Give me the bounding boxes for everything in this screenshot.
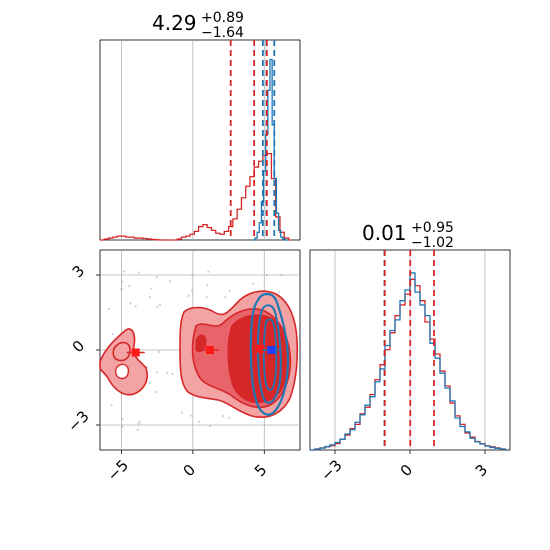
tick-label-x-0: −5	[104, 456, 132, 484]
contour-red-small-hole	[114, 363, 130, 380]
contour-blue-outer	[249, 292, 290, 416]
tick-label-x-2: 5	[251, 461, 270, 480]
scatter-point	[158, 303, 162, 307]
scatter-point	[171, 372, 174, 376]
scatter-point	[150, 287, 153, 290]
tick-label-y-0: −3	[64, 407, 92, 435]
title-plus: +0.89	[201, 10, 244, 26]
median-marker-0	[131, 348, 140, 357]
grid-lines	[121, 40, 265, 240]
scatter-point	[265, 273, 268, 277]
tick-label-x-2: 3	[472, 461, 491, 480]
scatter-point	[129, 301, 132, 305]
x-tick-labels: −3 0 3	[317, 450, 491, 485]
scatter-point	[155, 391, 158, 394]
x-tick-labels: −5 0 5	[104, 450, 270, 485]
scatter-point	[224, 296, 227, 299]
tick-label-y-1: 0	[69, 337, 88, 356]
histogram-panel-param1: 4.29 +0.89 −1.64	[99, 10, 301, 241]
contour-blue-inner	[262, 318, 278, 391]
median-marker-3	[267, 346, 276, 354]
scatter-point	[191, 274, 194, 277]
quantile-lines	[383, 250, 435, 450]
scatter-point	[111, 332, 114, 336]
contour-red-notch	[195, 334, 207, 353]
tick-label-x-0: −3	[317, 456, 345, 484]
contour-panel: −5 0 5 −3 0 3	[64, 249, 301, 485]
scatter-point	[228, 416, 231, 419]
scatter-point	[156, 306, 159, 309]
title-value: 0.01	[362, 221, 407, 245]
scatter-point	[137, 422, 140, 426]
scatter-point	[228, 289, 231, 292]
scatter-point	[128, 285, 131, 288]
title-minus: −1.02	[411, 235, 454, 251]
scatter-point	[136, 428, 139, 431]
histogram-panel-param2: −3 0 3 0.01 +0.95 −1.02	[309, 220, 511, 485]
scatter-point	[189, 414, 192, 417]
scatter-point	[205, 295, 208, 299]
scatter-point	[168, 280, 171, 283]
scatter-point	[221, 415, 225, 418]
contour-red-small-outer	[99, 328, 149, 396]
title-plus: +0.95	[411, 220, 454, 236]
scatter-point	[134, 305, 137, 308]
tick-label-x-1: 0	[180, 461, 199, 480]
scatter-point	[190, 289, 193, 292]
scatter-point	[252, 282, 255, 285]
title-minus: −1.64	[201, 25, 244, 41]
scatter-point	[121, 417, 124, 421]
median-marker-2	[256, 344, 264, 353]
hist-step-blue-1	[252, 58, 288, 241]
quantile-lines	[229, 40, 276, 240]
scatter-point	[187, 294, 190, 297]
scatter-point	[137, 271, 140, 274]
scatter-point	[180, 411, 184, 414]
scatter-point	[206, 283, 209, 287]
y-tick-labels: −3 0 3	[64, 262, 100, 436]
scatter-point	[138, 420, 141, 424]
scatter-point	[278, 291, 281, 294]
scatter-point	[107, 307, 110, 311]
scatter-point	[155, 371, 159, 374]
scatter-point	[155, 275, 158, 279]
tick-label-x-1: 0	[397, 461, 416, 480]
scatter-point	[120, 287, 123, 291]
scatter-point	[157, 350, 161, 353]
tick-label-y-2: 3	[69, 262, 88, 281]
contour-blue-mid	[256, 304, 282, 404]
scatter-point	[120, 280, 124, 283]
median-marker-1	[206, 346, 214, 354]
contour-fills	[99, 290, 299, 418]
scatter-point	[121, 425, 124, 428]
scatter-point	[166, 371, 169, 374]
scatter-point	[110, 404, 113, 407]
contour-red-small-inner	[112, 341, 131, 362]
scatter-point	[209, 425, 212, 428]
scatter-point	[197, 420, 200, 423]
scatter-point	[148, 381, 152, 384]
scatter-point	[280, 273, 283, 276]
title-value: 4.29	[152, 11, 197, 35]
scatter-point	[207, 270, 210, 273]
scatter-point	[148, 296, 151, 299]
median-markers	[126, 344, 281, 357]
scatter-point	[122, 270, 125, 273]
